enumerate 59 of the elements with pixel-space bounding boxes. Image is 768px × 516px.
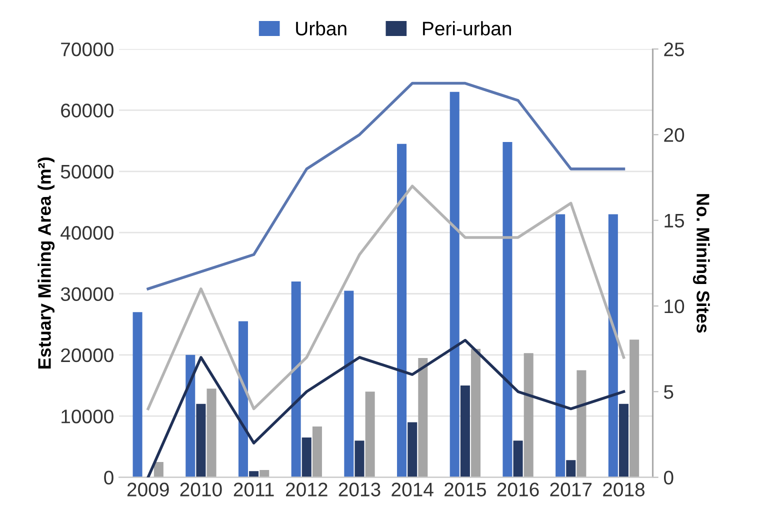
- y2-tick-label: 0: [664, 470, 674, 485]
- y2-axis-title: No. Mining Sites: [692, 194, 710, 333]
- y-tick-label: 30000: [60, 287, 114, 301]
- x-tick-label: 2011: [234, 482, 274, 496]
- legend-label: Peri-urban: [423, 21, 511, 36]
- x-tick-label: 2016: [497, 482, 539, 496]
- bar: [524, 353, 534, 478]
- bar: [154, 462, 164, 478]
- bar: [618, 404, 628, 478]
- y-tick-label: 70000: [61, 42, 114, 56]
- bar: [238, 321, 248, 478]
- x-tick-label: 2015: [444, 482, 486, 496]
- x-tick-label: 2018: [603, 482, 645, 496]
- y-tick-label: 50000: [60, 164, 114, 179]
- bar: [408, 422, 418, 478]
- bar: [460, 386, 470, 478]
- bar: [556, 214, 566, 478]
- y2-tick-label: 25: [664, 42, 684, 56]
- legend-label: Urban: [296, 21, 346, 36]
- line-series: [146, 82, 626, 290]
- bar: [502, 142, 512, 478]
- y-tick-label: 10000: [62, 410, 114, 424]
- x-tick-label: 2010: [180, 482, 222, 496]
- bar: [196, 404, 206, 478]
- bar: [186, 354, 196, 478]
- bar: [566, 460, 576, 478]
- x-tick-label: 2014: [392, 482, 434, 496]
- bar: [302, 438, 312, 478]
- bar: [354, 440, 364, 478]
- bar: [471, 348, 481, 478]
- x-tick-label: 2012: [286, 482, 328, 496]
- bar: [249, 471, 259, 478]
- bar: [365, 392, 375, 478]
- bar: [291, 282, 301, 478]
- bar: [132, 312, 142, 478]
- bar: [513, 440, 523, 478]
- y2-tick-label: 15: [664, 214, 684, 228]
- x-tick-label: 2017: [550, 482, 592, 496]
- x-tick-label: 2013: [338, 482, 380, 496]
- line-series: [146, 184, 626, 410]
- bar: [630, 340, 640, 478]
- bar: [450, 92, 460, 478]
- y2-tick-label: 20: [664, 128, 684, 142]
- y2-tick-label: 5: [664, 385, 674, 399]
- y-tick-label: 40000: [60, 226, 114, 240]
- bar: [206, 388, 216, 478]
- x-tick-label: 2009: [127, 482, 169, 496]
- bar: [397, 144, 407, 478]
- bar: [312, 426, 322, 478]
- bar: [608, 214, 618, 478]
- bar: [344, 290, 354, 478]
- y2-tick-label: 10: [664, 299, 684, 314]
- bar: [418, 358, 428, 478]
- y-tick-label: 0: [104, 470, 114, 485]
- y-axis-title: Estuary Mining Area (m²): [38, 158, 55, 368]
- y-tick-label: 60000: [61, 104, 114, 118]
- y-tick-label: 20000: [61, 348, 114, 362]
- bar: [576, 370, 586, 478]
- line-series: [146, 338, 626, 478]
